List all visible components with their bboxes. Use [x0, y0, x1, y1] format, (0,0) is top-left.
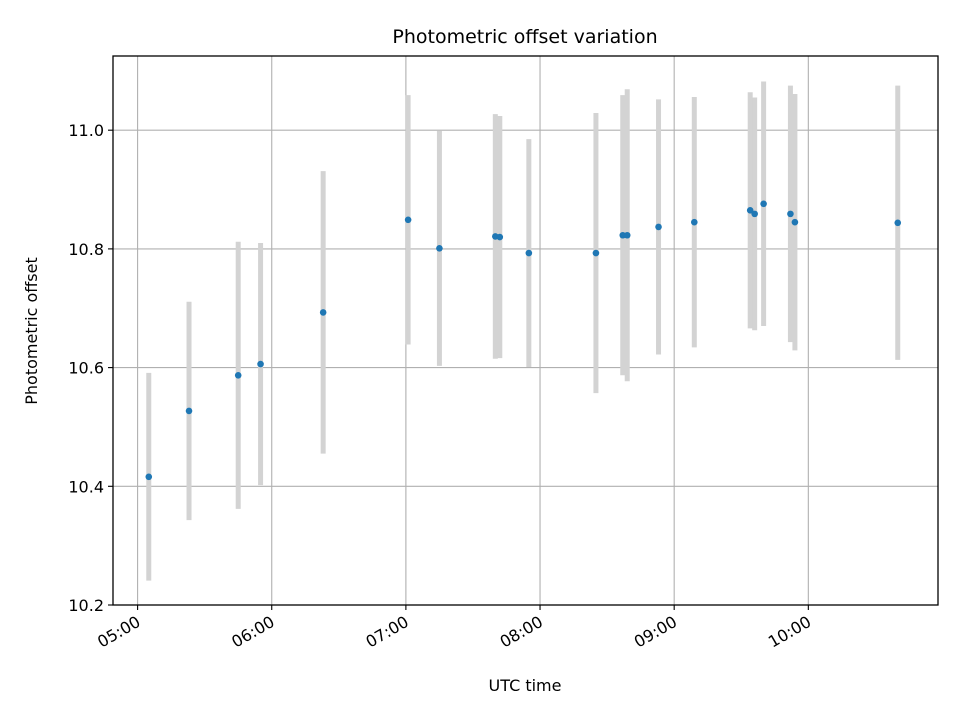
data-point: [185, 407, 193, 415]
data-point: [791, 218, 799, 226]
data-point: [655, 223, 662, 231]
data-point: [751, 210, 758, 218]
data-point: [496, 233, 504, 241]
data-point: [319, 309, 327, 316]
x-axis-title: UTC time: [489, 676, 562, 695]
data-point: [894, 219, 902, 227]
chart-title: Photometric offset variation: [392, 26, 657, 48]
data-point: [436, 244, 443, 252]
data-point: [145, 473, 153, 481]
data-point: [746, 207, 754, 214]
data-point: [525, 249, 533, 257]
y-tick-label: 11.0: [68, 121, 104, 140]
data-point: [592, 249, 600, 257]
data-point: [404, 216, 412, 224]
data-point: [623, 231, 631, 239]
data-points: [145, 200, 902, 481]
y-tick-label: 10.4: [68, 477, 104, 496]
data-point: [760, 200, 767, 208]
data-point: [234, 372, 242, 379]
y-axis-title: Photometric offset: [22, 257, 41, 405]
plot-frame: [112, 55, 939, 606]
data-point: [787, 210, 794, 218]
y-tick-label: 10.8: [68, 240, 104, 259]
y-tick-label: 10.6: [68, 359, 104, 378]
data-point: [257, 360, 264, 368]
data-point: [691, 218, 698, 226]
y-tick-label: 10.2: [68, 596, 104, 615]
